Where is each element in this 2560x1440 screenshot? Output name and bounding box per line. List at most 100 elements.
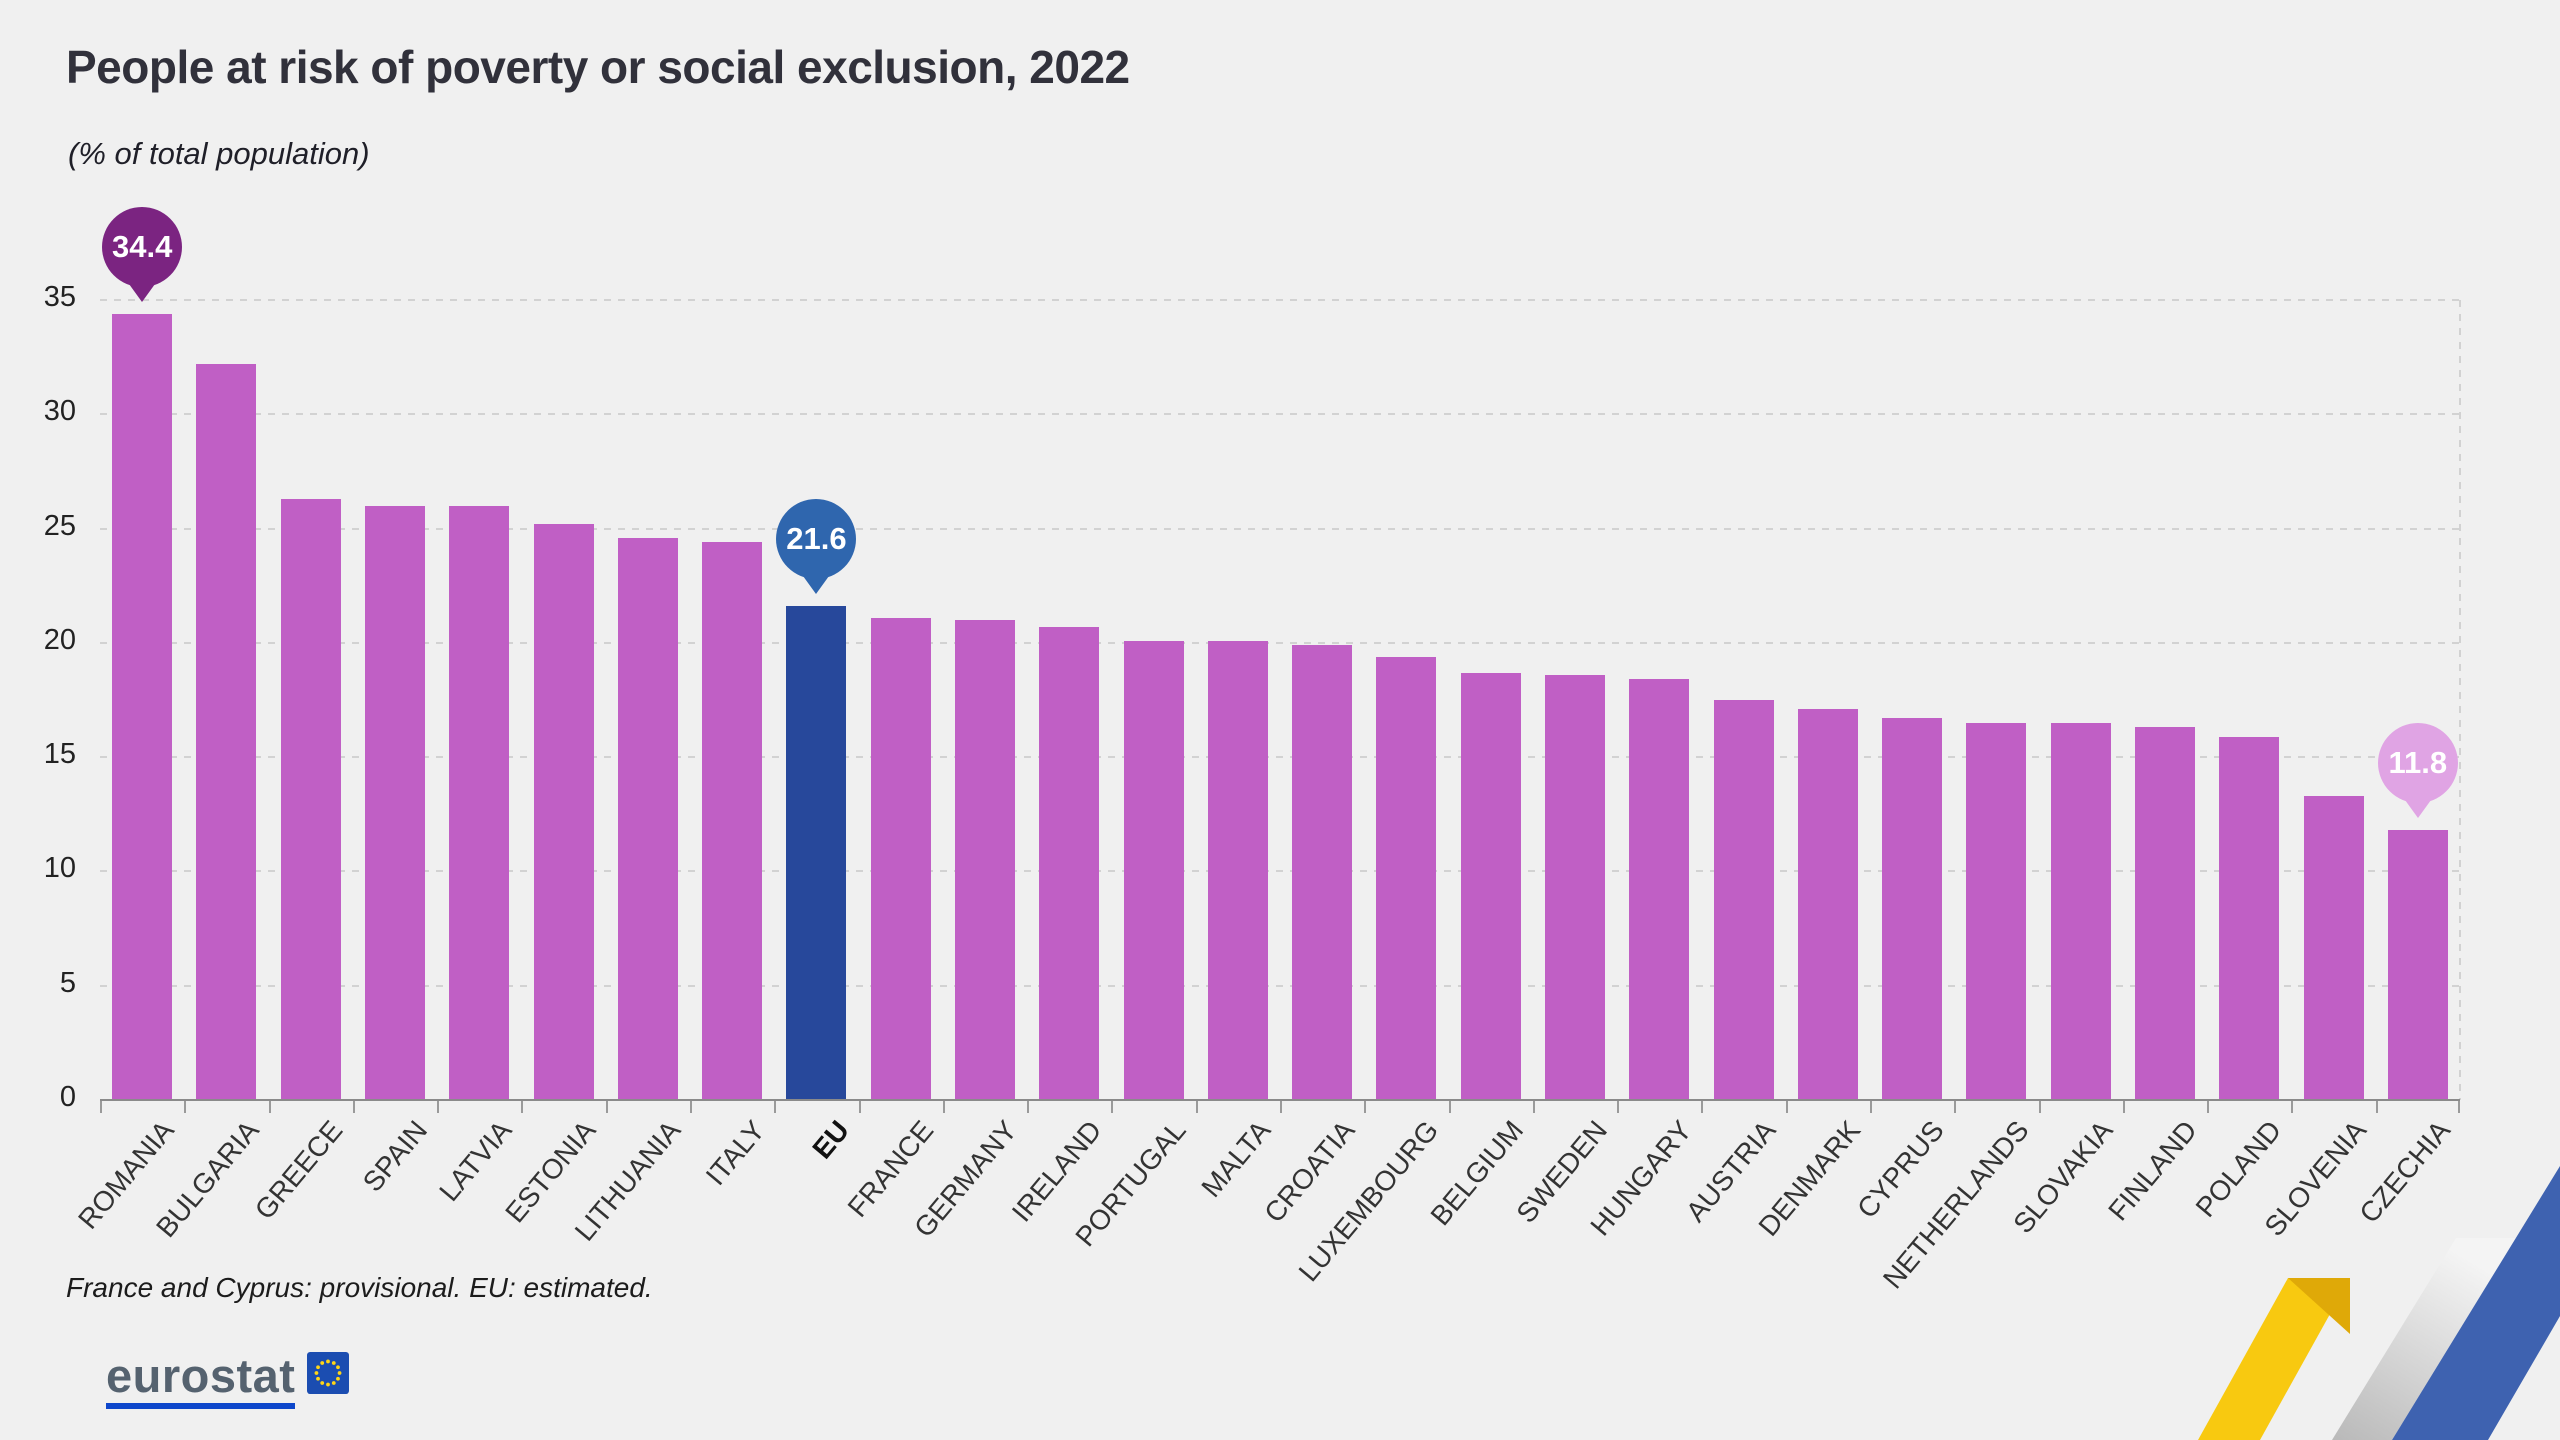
- gridline-20: [100, 641, 2460, 644]
- plot-right-border: [2459, 300, 2461, 1100]
- axis-tick: [2291, 1101, 2294, 1113]
- bar-netherlands: [1966, 722, 2027, 1100]
- bar-denmark: [1797, 709, 1858, 1100]
- bar-poland: [2219, 736, 2280, 1100]
- axis-tick: [1532, 1101, 1535, 1113]
- axis-tick: [1701, 1101, 1704, 1113]
- callout-czechia: 11.8: [2377, 723, 2458, 819]
- y-axis-label-20: 20: [43, 623, 76, 656]
- y-axis-label-30: 30: [43, 395, 76, 428]
- axis-tick: [1111, 1101, 1114, 1113]
- plot-area: 34.4 21.6 11.8: [100, 206, 2461, 1113]
- axis-tick: [1027, 1101, 1030, 1113]
- y-axis-label-10: 10: [43, 852, 76, 885]
- callout-tail: [803, 576, 830, 595]
- y-axis: 0 5 10 15 20 25 30 35: [0, 283, 82, 1112]
- callout-value: 34.4: [102, 206, 183, 287]
- x-axis-label-latvia: LATVIA: [433, 1114, 518, 1207]
- axis-tick: [858, 1101, 861, 1113]
- axis-tick: [2207, 1101, 2210, 1113]
- ribbon-yellow-band: [2198, 1278, 2350, 1440]
- chart-subtitle: (% of total population): [68, 136, 370, 171]
- ribbon-yellow-fold: [2288, 1278, 2350, 1334]
- axis-tick: [605, 1101, 608, 1113]
- footnote: France and Cyprus: provisional. EU: esti…: [66, 1272, 653, 1303]
- y-axis-label-0: 0: [59, 1081, 76, 1113]
- bar-hungary: [1629, 679, 1690, 1100]
- gridline-35: [100, 299, 2460, 301]
- bar-austria: [1713, 700, 1774, 1100]
- axis-tick: [184, 1101, 187, 1113]
- eurostat-logo: eurostat: [106, 1349, 350, 1409]
- callout-value: 21.6: [776, 499, 857, 580]
- axis-tick: [1954, 1101, 1957, 1113]
- bar-finland: [2135, 727, 2195, 1100]
- axis-tick: [1870, 1101, 1872, 1113]
- callout-tail: [129, 283, 156, 302]
- gridline-15: [100, 756, 2460, 759]
- x-axis-line: [100, 1099, 2460, 1101]
- bar-romania: [112, 313, 173, 1100]
- axis-tick: [942, 1101, 945, 1113]
- axis-tick: [521, 1101, 524, 1113]
- bar-sweden: [1545, 674, 1605, 1100]
- bar-czechia: [2387, 830, 2448, 1100]
- chart-title: People at risk of poverty or social excl…: [66, 41, 1130, 93]
- axis-tick: [1785, 1101, 1788, 1113]
- bar-eu: [786, 606, 847, 1100]
- gridline-30: [100, 413, 2460, 416]
- bar-spain: [365, 505, 425, 1100]
- gridline-5: [100, 984, 2460, 987]
- gridline-25: [100, 527, 2460, 530]
- x-axis-label-malta: MALTA: [1194, 1114, 1277, 1203]
- y-axis-label-5: 5: [59, 966, 76, 999]
- bar-luxembourg: [1376, 656, 1437, 1100]
- y-axis-label-35: 35: [43, 281, 76, 313]
- axis-tick: [352, 1101, 355, 1113]
- bar-estonia: [533, 524, 594, 1100]
- bar-france: [870, 617, 931, 1100]
- ribbon-blue-band: [2392, 1166, 2560, 1440]
- axis-tick: [1448, 1101, 1451, 1113]
- bar-bulgaria: [196, 364, 257, 1100]
- axis-tick: [690, 1101, 692, 1113]
- axis-tick: [774, 1101, 777, 1113]
- axis-tick: [1364, 1101, 1367, 1113]
- axis-tick: [2458, 1101, 2460, 1113]
- axis-tick: [2122, 1101, 2125, 1113]
- y-axis-label-25: 25: [43, 509, 76, 542]
- bar-latvia: [449, 505, 510, 1100]
- bar-ireland: [1039, 626, 1100, 1100]
- axis-tick: [437, 1101, 440, 1113]
- bar-portugal: [1123, 640, 1184, 1100]
- axis-tick: [2038, 1101, 2041, 1113]
- x-axis-label-spain: SPAIN: [356, 1114, 434, 1198]
- eurostat-logo-underline: [106, 1403, 296, 1409]
- x-axis-label-italy: ITALY: [699, 1114, 771, 1192]
- callout-eu: 21.6: [776, 499, 857, 595]
- bar-malta: [1207, 640, 1268, 1100]
- bar-slovenia: [2303, 796, 2364, 1100]
- x-axis-label-eu: EU: [805, 1114, 855, 1165]
- bar-italy: [702, 542, 763, 1100]
- y-axis-label-15: 15: [43, 738, 76, 771]
- callout-tail: [2404, 800, 2431, 819]
- callout-romania: 34.4: [102, 206, 183, 302]
- bar-germany: [955, 620, 1015, 1100]
- eurostat-logo-text: eurostat: [106, 1349, 296, 1402]
- x-axis-label-greece: GREECE: [249, 1114, 349, 1226]
- bar-slovakia: [2050, 722, 2111, 1100]
- decorative-ribbon-graphic: [2198, 1166, 2560, 1440]
- axis-tick: [1617, 1101, 1620, 1113]
- axis-tick: [268, 1101, 271, 1113]
- axis-tick: [1195, 1101, 1198, 1113]
- callout-value: 11.8: [2377, 723, 2458, 804]
- axis-tick: [100, 1101, 102, 1113]
- eu-flag-icon: [307, 1352, 350, 1394]
- axis-tick: [1280, 1101, 1282, 1113]
- bar-cyprus: [1882, 718, 1943, 1100]
- axis-tick: [2375, 1101, 2378, 1113]
- ribbon-gray-band: [2332, 1238, 2516, 1440]
- bar-greece: [280, 498, 341, 1100]
